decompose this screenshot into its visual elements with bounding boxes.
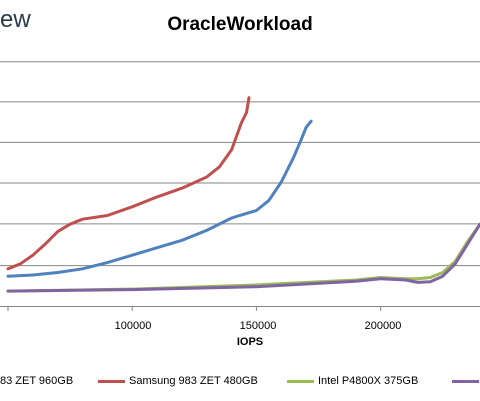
x-axis-label: IOPS (236, 336, 264, 348)
legend-swatch (452, 379, 479, 383)
series-line-3 (6, 222, 480, 293)
series-line-0 (6, 119, 313, 278)
legend-item-1[interactable]: Samsung 983 ZET 480GB (98, 374, 258, 388)
legend-label: Intel P4800X 375GB (318, 375, 419, 387)
legend-item-0[interactable]: 83 ZET 960GB (0, 374, 73, 388)
brand-logo-text: ew (0, 6, 31, 33)
legend-label: 83 ZET 960GB (0, 375, 74, 387)
legend-label: Samsung 983 ZET 480GB (129, 375, 258, 387)
legend-item-2[interactable]: Intel P4800X 375GB (287, 374, 418, 388)
chart-title: OracleWorkload (167, 14, 313, 35)
series-line-1 (6, 96, 251, 271)
legend-item-3[interactable] (452, 374, 480, 388)
legend-swatch (287, 379, 314, 383)
legend-swatch (98, 379, 125, 383)
x-tick-label: 100000 (114, 320, 152, 332)
x-tick-label: 150000 (239, 320, 277, 332)
x-tick-label: 200000 (364, 320, 402, 332)
